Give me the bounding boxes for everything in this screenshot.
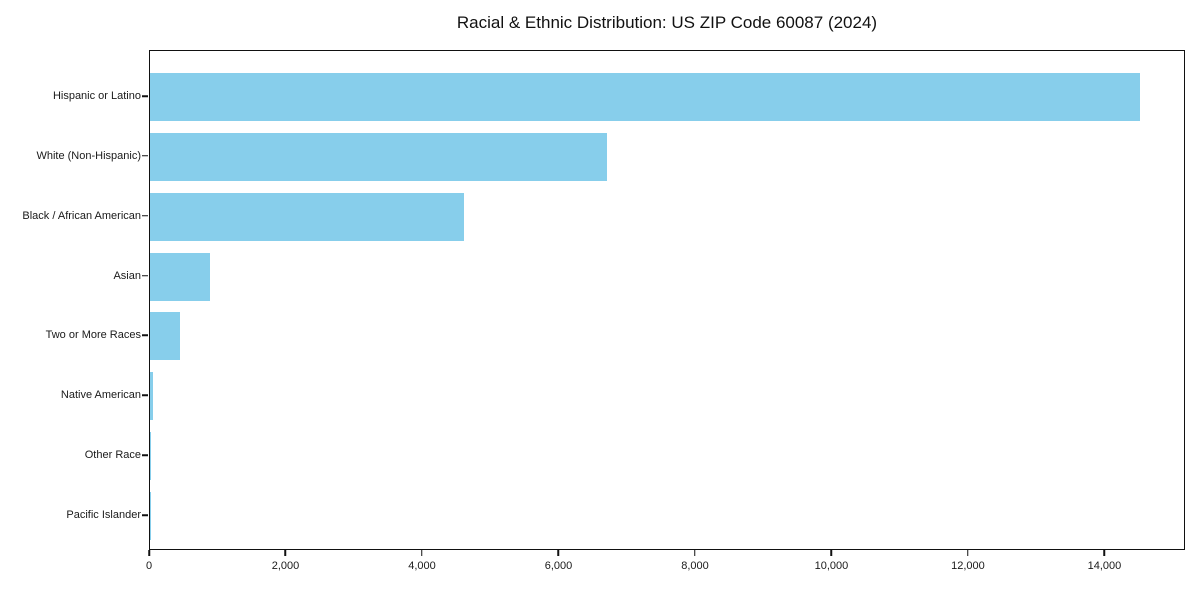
y-tick-mark (142, 394, 148, 397)
chart-title: Racial & Ethnic Distribution: US ZIP Cod… (456, 13, 878, 32)
y-tick-label: Hispanic or Latino (52, 90, 141, 102)
bar-hispanic-or-latino (150, 73, 1140, 121)
bar-black-african-american (150, 192, 464, 241)
y-tick-label: White (Non-Hispanic) (36, 149, 141, 162)
bar-other-race (150, 432, 151, 481)
bar-white-non-hispanic (150, 132, 608, 181)
y-tick-mark (142, 95, 148, 97)
plot-area (149, 50, 1185, 550)
x-tick-label: 4,000 (408, 560, 436, 572)
y-tick-label: Native American (60, 389, 141, 402)
x-tick-label: 6,000 (544, 560, 573, 572)
x-tick-label: 14,000 (1087, 560, 1122, 572)
y-tick-label: Asian (113, 269, 141, 282)
x-tick-mark (284, 550, 287, 556)
x-tick-mark (148, 550, 150, 556)
x-tick-mark (1103, 550, 1106, 556)
y-tick-label: Two or More Races (45, 329, 141, 342)
y-tick-mark (142, 454, 148, 456)
bar-native-american (150, 372, 154, 421)
x-tick-label: 8,000 (681, 560, 709, 572)
y-tick-mark (142, 334, 148, 337)
y-tick-mark (142, 214, 148, 217)
x-tick-mark (694, 550, 696, 556)
x-tick-mark (967, 550, 969, 556)
x-tick-mark (557, 550, 560, 556)
bar-two-or-more-races (150, 312, 181, 361)
y-tick-label: Black / African American (22, 209, 141, 222)
y-tick-mark (142, 514, 148, 516)
x-tick-label: 2,000 (271, 560, 300, 572)
y-tick-label: Other Race (84, 449, 141, 462)
y-tick-label: Pacific Islander (66, 509, 141, 522)
x-tick-label: 10,000 (814, 560, 849, 572)
y-tick-mark (142, 274, 148, 277)
x-tick-label: 12,000 (951, 560, 985, 572)
x-tick-mark (830, 550, 833, 556)
y-tick-mark (142, 155, 148, 157)
x-tick-mark (421, 550, 423, 556)
bar-asian (150, 252, 211, 301)
x-tick-label: 0 (145, 560, 153, 572)
